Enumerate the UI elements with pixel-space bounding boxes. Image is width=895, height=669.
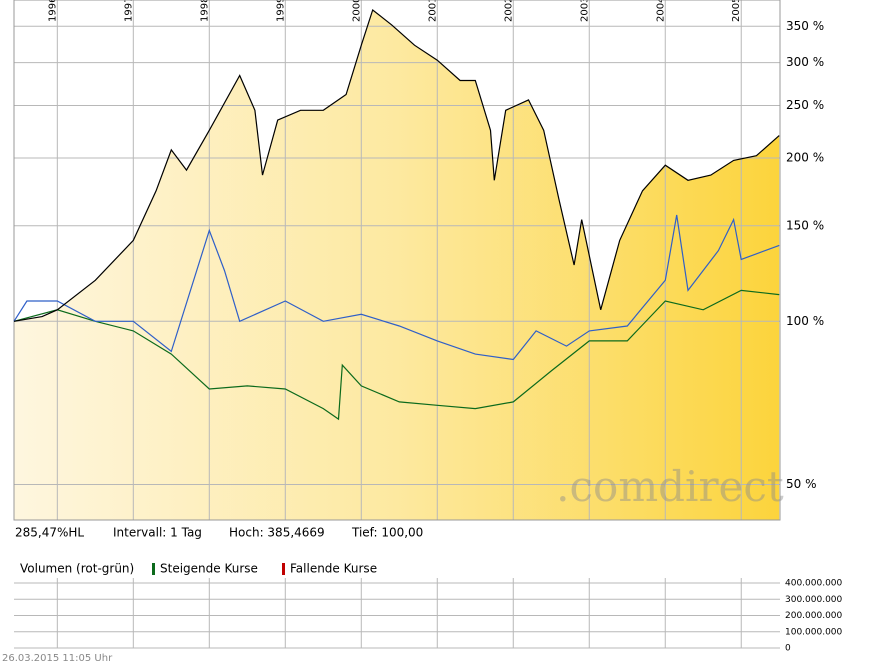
panel-title: Volumen (rot-grün): [20, 562, 134, 576]
x-tick-label: 1996: [47, 0, 58, 22]
x-tick-label: 2000: [351, 0, 362, 22]
legend-label: Steigende Kurse: [160, 562, 258, 576]
timestamp: 26.03.2015 11:05 Uhr: [2, 653, 113, 664]
x-tick-label: 1998: [199, 0, 210, 22]
stats-text: Tief: 100,00: [351, 526, 423, 540]
line-series: [13, 8, 780, 322]
stats-text: 285,47%HL: [15, 526, 84, 540]
line-series: [13, 289, 780, 421]
x-tick-label: 1997: [123, 0, 134, 22]
y-tick-label: 200.000.000: [785, 611, 843, 621]
line-series: [13, 214, 780, 361]
x-tick-label: 2003: [579, 0, 590, 22]
y-tick-label: 100 %: [786, 314, 824, 328]
area-fill: [14, 10, 780, 520]
x-tick-label: 2005: [731, 0, 742, 22]
y-tick-label: 150 %: [786, 218, 824, 232]
plot-frame: [13, 0, 781, 521]
y-tick-label: 350 %: [786, 19, 824, 33]
volume-panel: Volumen (rot-grün) Steigende Kurse Fallend…: [14, 562, 843, 654]
x-tick-label: 2002: [503, 0, 514, 22]
x-tick-label: 2001: [427, 0, 438, 22]
x-tick-label: 1999: [275, 0, 286, 22]
y-tick-label: 400.000.000: [785, 579, 843, 589]
stats-text: Intervall: 1 Tag: [113, 526, 202, 540]
y-tick-label: 0: [785, 644, 791, 654]
legend-label: Fallende Kurse: [290, 562, 377, 576]
y-tick-label: 300 %: [786, 55, 824, 69]
legend-swatch: [152, 563, 155, 575]
price-panel: 1996 1997 1998 1999 2000 2001 2002 2003 2004 2005…: [13, 0, 824, 540]
x-tick-label: 2004: [655, 0, 666, 22]
stats-text: Hoch: 385,4669: [229, 526, 325, 540]
watermark: .comdirect: [556, 462, 784, 511]
legend-swatch: [282, 563, 285, 575]
y-tick-label: 100.000.000: [785, 627, 843, 637]
y-tick-label: 250 %: [786, 98, 824, 112]
y-tick-label: 300.000.000: [785, 595, 843, 605]
y-tick-label: 50 %: [786, 477, 817, 491]
y-tick-label: 200 %: [786, 151, 824, 165]
